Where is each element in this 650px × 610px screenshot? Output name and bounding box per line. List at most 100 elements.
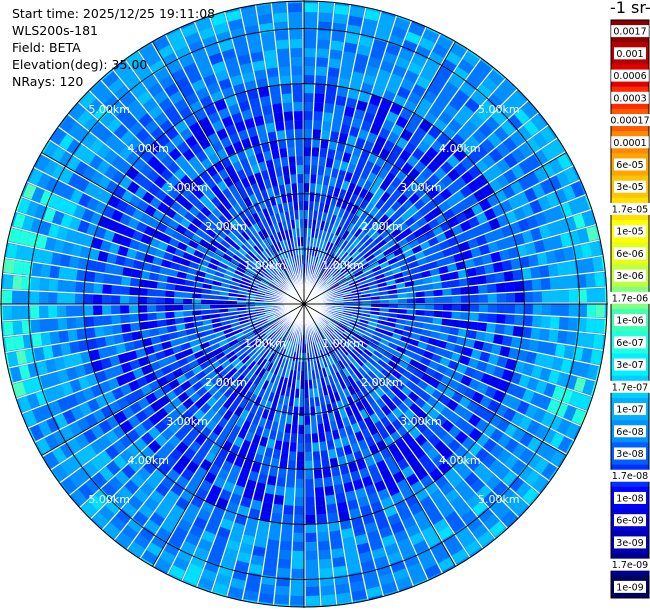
- ppi-gate: [385, 43, 401, 56]
- ppi-gate: [304, 111, 313, 121]
- ppi-gate: [436, 66, 452, 81]
- ppi-gate: [325, 275, 334, 284]
- ppi-gate: [342, 51, 356, 62]
- ppi-gate: [397, 194, 408, 205]
- ppi-gate: [340, 265, 349, 273]
- ppi-gate: [487, 132, 502, 148]
- ppi-gate: [386, 81, 400, 95]
- ppi-gate: [387, 223, 398, 233]
- ppi-gate: [337, 169, 346, 181]
- ppi-gate: [363, 111, 375, 124]
- ppi-gate: [351, 250, 361, 259]
- ppi-gate: [315, 75, 327, 85]
- ppi-gate: [529, 199, 543, 214]
- ppi-gate: [496, 174, 510, 188]
- ppi-gate: [391, 124, 404, 137]
- ppi-gate: [521, 203, 534, 218]
- ppi-gate: [451, 287, 461, 296]
- ppi-gate: [379, 261, 390, 269]
- ppi-gate: [307, 228, 312, 238]
- ppi-gate: [360, 262, 370, 271]
- ppi-gate: [386, 111, 399, 124]
- ppi-gate: [324, 261, 331, 271]
- ppi-gate: [420, 67, 435, 82]
- ppi-gate: [389, 73, 403, 86]
- ppi-gate: [333, 246, 341, 256]
- ppi-gate: [357, 157, 367, 169]
- ppi-gate: [354, 108, 365, 120]
- ppi-gate: [505, 78, 517, 90]
- ppi-gate: [348, 15, 363, 27]
- ppi-gate: [448, 74, 464, 89]
- ppi-gate: [391, 267, 402, 275]
- ppi-gate: [519, 256, 530, 268]
- colorbar-tick-label: 1.7e-08: [612, 471, 648, 482]
- ppi-gate: [421, 180, 434, 192]
- ppi-gate: [549, 158, 564, 174]
- ppi-gate: [465, 75, 481, 90]
- ppi-gate: [344, 191, 353, 202]
- ppi-gate: [373, 235, 384, 245]
- ppi-gate: [371, 265, 382, 273]
- ppi-gate: [397, 293, 407, 299]
- ppi-gate: [400, 211, 412, 222]
- ppi-gate: [516, 89, 528, 101]
- ppi-gate: [347, 88, 360, 100]
- ppi-gate: [563, 247, 575, 261]
- ppi-gate: [539, 265, 550, 278]
- ppi-gate: [428, 126, 442, 140]
- ppi-gate: [379, 148, 391, 160]
- ppi-gate: [379, 13, 395, 26]
- ppi-gate: [342, 291, 352, 296]
- ppi-gate: [391, 189, 403, 200]
- ppi-gate: [453, 112, 468, 126]
- ppi-gate: [358, 188, 369, 199]
- ppi-gate: [322, 271, 329, 280]
- ppi-gate: [397, 298, 407, 304]
- ppi-gate: [432, 225, 444, 236]
- ppi-gate: [326, 85, 337, 96]
- ppi-gate: [507, 114, 523, 130]
- ppi-gate: [327, 223, 334, 233]
- ppi-gate: [315, 220, 322, 230]
- ppi-gate: [373, 115, 385, 128]
- ppi-gate: [517, 218, 530, 232]
- ppi-gate: [401, 162, 414, 175]
- ppi-gate: [332, 287, 342, 293]
- ppi-gate: [328, 278, 337, 286]
- ppi-gate: [455, 261, 467, 271]
- ppi-gate: [443, 208, 455, 220]
- ppi-gate: [315, 266, 320, 276]
- ppi-gate: [469, 294, 479, 303]
- ppi-gate: [314, 102, 324, 112]
- ppi-gate: [331, 122, 341, 133]
- ppi-gate: [333, 187, 341, 198]
- ppi-gate: [453, 66, 469, 82]
- ppi-gate: [373, 175, 384, 187]
- ppi-gate: [338, 249, 346, 259]
- ppi-gate: [438, 111, 453, 125]
- ppi-gate: [360, 120, 372, 132]
- ppi-gate: [379, 98, 392, 111]
- ppi-gate: [514, 108, 530, 125]
- ppi-gate: [304, 57, 316, 67]
- ppi-gate: [313, 111, 323, 121]
- ppi-gate: [476, 212, 488, 225]
- ppi-gate: [423, 211, 435, 223]
- ppi-gate: [318, 156, 327, 167]
- ppi-gate: [348, 235, 357, 245]
- ppi-gate: [356, 256, 366, 265]
- ppi-gate: [556, 171, 570, 187]
- ppi-gate: [414, 127, 427, 140]
- ppi-gate: [360, 82, 374, 95]
- ppi-gate: [503, 271, 514, 282]
- ppi-gate: [333, 291, 343, 296]
- ppi-gate: [304, 164, 311, 175]
- ppi-gate: [511, 148, 526, 163]
- ppi-gate: [422, 277, 433, 285]
- ppi-gate: [338, 279, 348, 286]
- ppi-gate: [419, 205, 431, 217]
- ppi-gate: [365, 254, 375, 263]
- ppi-gate: [442, 296, 452, 303]
- ppi-gate: [474, 174, 488, 188]
